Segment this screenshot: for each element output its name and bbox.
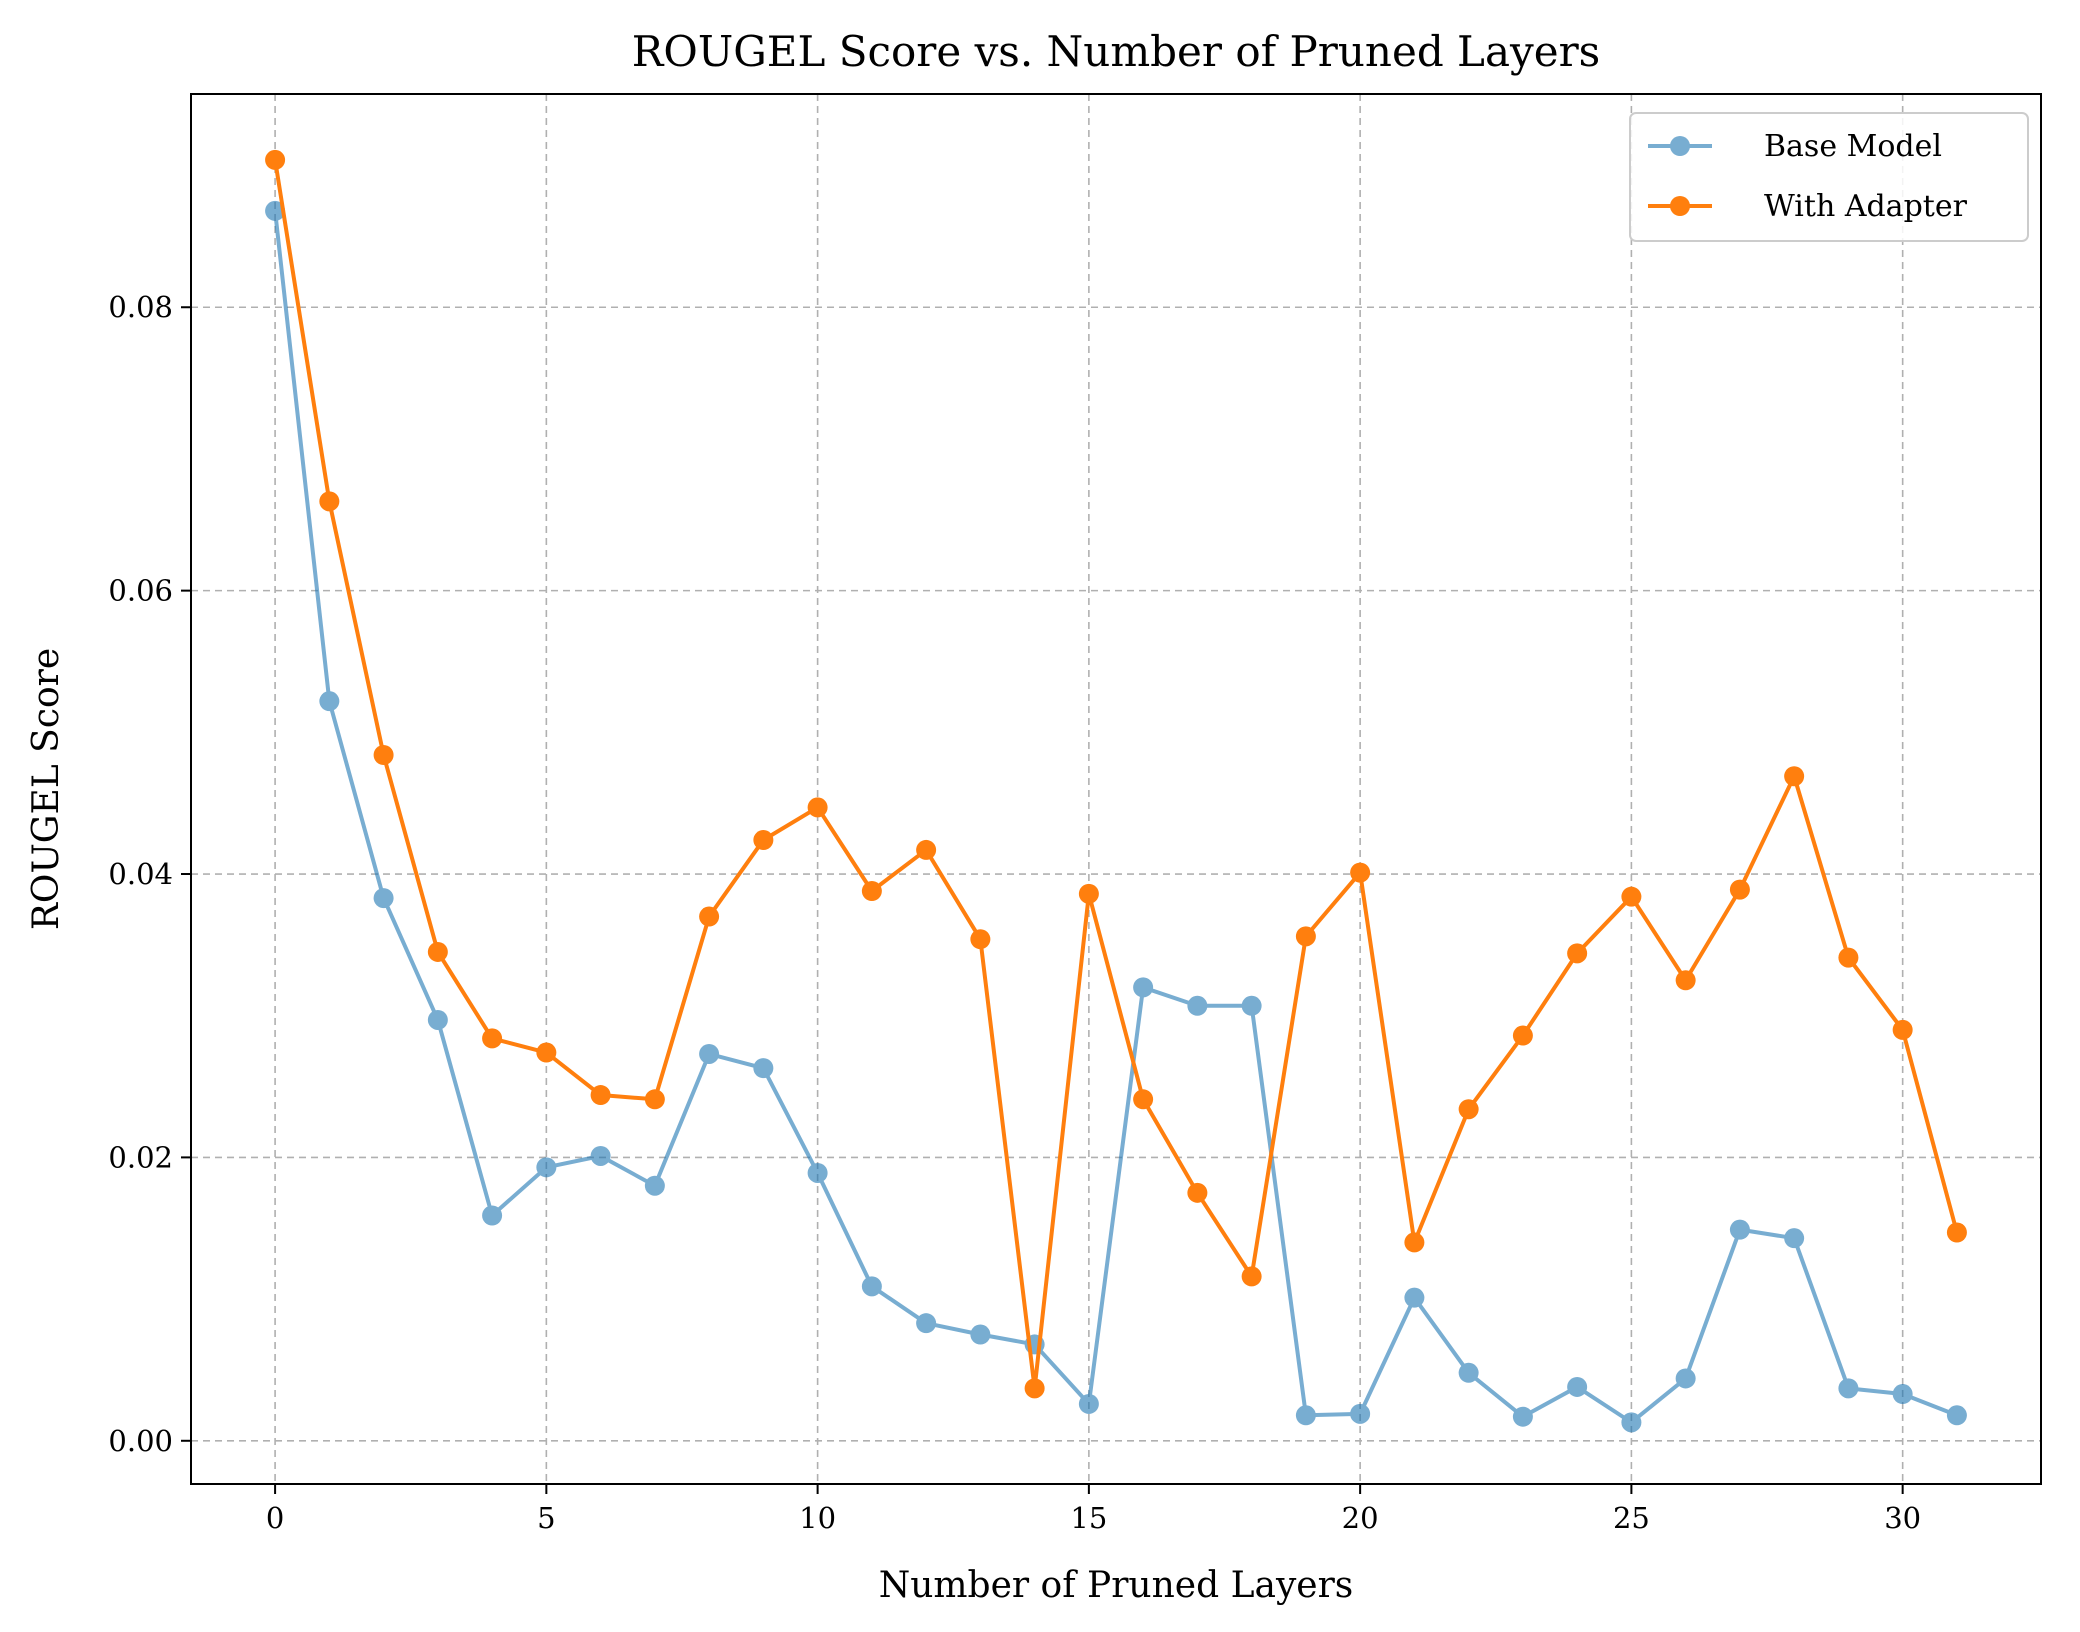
data-point-base-model <box>1350 1403 1371 1424</box>
data-point-base-model <box>1078 1393 1099 1414</box>
data-point-base-model <box>1133 977 1154 998</box>
legend-label-base-model: Base Model <box>1764 129 1942 164</box>
data-point-with-adapter <box>753 830 774 851</box>
data-point-with-adapter <box>536 1042 557 1063</box>
data-point-with-adapter <box>1241 1266 1262 1287</box>
data-point-with-adapter <box>644 1089 665 1110</box>
data-point-with-adapter <box>1784 766 1805 787</box>
data-point-with-adapter <box>1621 886 1642 907</box>
data-point-base-model <box>1295 1405 1316 1426</box>
data-point-with-adapter <box>861 881 882 902</box>
data-point-with-adapter <box>373 744 394 765</box>
legend-handle-base-model <box>1648 136 1712 156</box>
data-point-base-model <box>1729 1219 1750 1240</box>
data-point-base-model <box>970 1324 991 1345</box>
x-axis-label: Number of Pruned Layers <box>879 1565 1354 1606</box>
data-point-with-adapter <box>1458 1099 1479 1120</box>
y-tick-label: 0.02 <box>108 1140 173 1174</box>
y-tick-label: 0.00 <box>108 1424 173 1458</box>
x-tick-label: 0 <box>266 1501 284 1535</box>
x-tick-label: 25 <box>1613 1501 1650 1535</box>
data-point-with-adapter <box>1187 1182 1208 1203</box>
data-point-base-model <box>590 1145 611 1166</box>
data-point-with-adapter <box>1838 947 1859 968</box>
data-point-with-adapter <box>1295 926 1316 947</box>
data-point-with-adapter <box>1946 1222 1967 1243</box>
y-tick-label: 0.06 <box>108 574 173 608</box>
data-point-with-adapter <box>1675 970 1696 991</box>
data-point-with-adapter <box>1892 1019 1913 1040</box>
data-point-with-adapter <box>916 839 937 860</box>
series-line-with-adapter <box>273 159 1959 1391</box>
data-point-base-model <box>1946 1405 1967 1426</box>
data-point-base-model <box>753 1058 774 1079</box>
data-point-base-model <box>916 1313 937 1334</box>
data-point-with-adapter <box>1078 883 1099 904</box>
x-tick-label: 10 <box>799 1501 836 1535</box>
x-tick-label: 20 <box>1342 1501 1379 1535</box>
data-point-base-model <box>861 1276 882 1297</box>
legend-marker <box>1670 136 1690 156</box>
data-point-with-adapter <box>1567 943 1588 964</box>
data-point-base-model <box>1404 1287 1425 1308</box>
data-point-base-model <box>1241 995 1262 1016</box>
data-point-with-adapter <box>1133 1089 1154 1110</box>
legend-handle-with-adapter <box>1648 196 1712 216</box>
data-point-base-model <box>644 1175 665 1196</box>
data-point-base-model <box>1892 1384 1913 1405</box>
data-point-with-adapter <box>319 491 340 512</box>
data-point-with-adapter <box>1350 862 1371 883</box>
x-tick-label: 15 <box>1070 1501 1107 1535</box>
data-point-base-model <box>1512 1406 1533 1427</box>
legend-box <box>1629 112 2029 242</box>
legend: Base Model With Adapter <box>1629 112 2029 242</box>
data-point-with-adapter <box>265 149 286 170</box>
data-point-with-adapter <box>427 941 448 962</box>
legend-label-with-adapter: With Adapter <box>1764 189 1968 224</box>
ticks: 0 5 10 15 20 25 30 0.00 0.02 0.04 0.06 0.08 <box>108 290 1921 1535</box>
x-tick-label: 30 <box>1884 1501 1921 1535</box>
chart-title: ROUGEL Score vs. Number of Pruned Layers <box>632 27 1600 76</box>
data-point-base-model <box>536 1157 557 1178</box>
data-point-base-model <box>373 888 394 909</box>
y-tick-label: 0.04 <box>108 857 173 891</box>
plot-frame <box>190 93 2042 1485</box>
data-point-base-model <box>427 1009 448 1030</box>
data-point-with-adapter <box>1512 1025 1533 1046</box>
data-point-base-model <box>1838 1378 1859 1399</box>
series-layer <box>265 149 1967 1433</box>
data-point-base-model <box>1675 1368 1696 1389</box>
data-point-base-model <box>1621 1412 1642 1433</box>
data-point-with-adapter <box>807 797 828 818</box>
data-point-base-model <box>265 200 286 221</box>
data-point-base-model <box>1567 1376 1588 1397</box>
series-with-adapter <box>265 149 1967 1399</box>
data-point-with-adapter <box>699 906 720 927</box>
data-point-base-model <box>1784 1228 1805 1249</box>
grid <box>191 94 2041 1484</box>
y-tick-label: 0.08 <box>108 290 173 324</box>
data-point-with-adapter <box>482 1028 503 1049</box>
data-point-with-adapter <box>1024 1378 1045 1399</box>
data-point-base-model <box>482 1205 503 1226</box>
legend-marker <box>1670 196 1690 216</box>
data-point-base-model <box>319 691 340 712</box>
y-axis-label: ROUGEL Score <box>26 648 67 930</box>
data-point-with-adapter <box>970 929 991 950</box>
data-point-with-adapter <box>1729 879 1750 900</box>
data-point-base-model <box>1458 1362 1479 1383</box>
data-point-with-adapter <box>1404 1232 1425 1253</box>
x-tick-label: 5 <box>537 1501 555 1535</box>
data-point-base-model <box>807 1162 828 1183</box>
series-base-model <box>265 200 1967 1433</box>
data-point-base-model <box>1187 995 1208 1016</box>
data-point-base-model <box>699 1043 720 1064</box>
data-point-with-adapter <box>590 1085 611 1106</box>
